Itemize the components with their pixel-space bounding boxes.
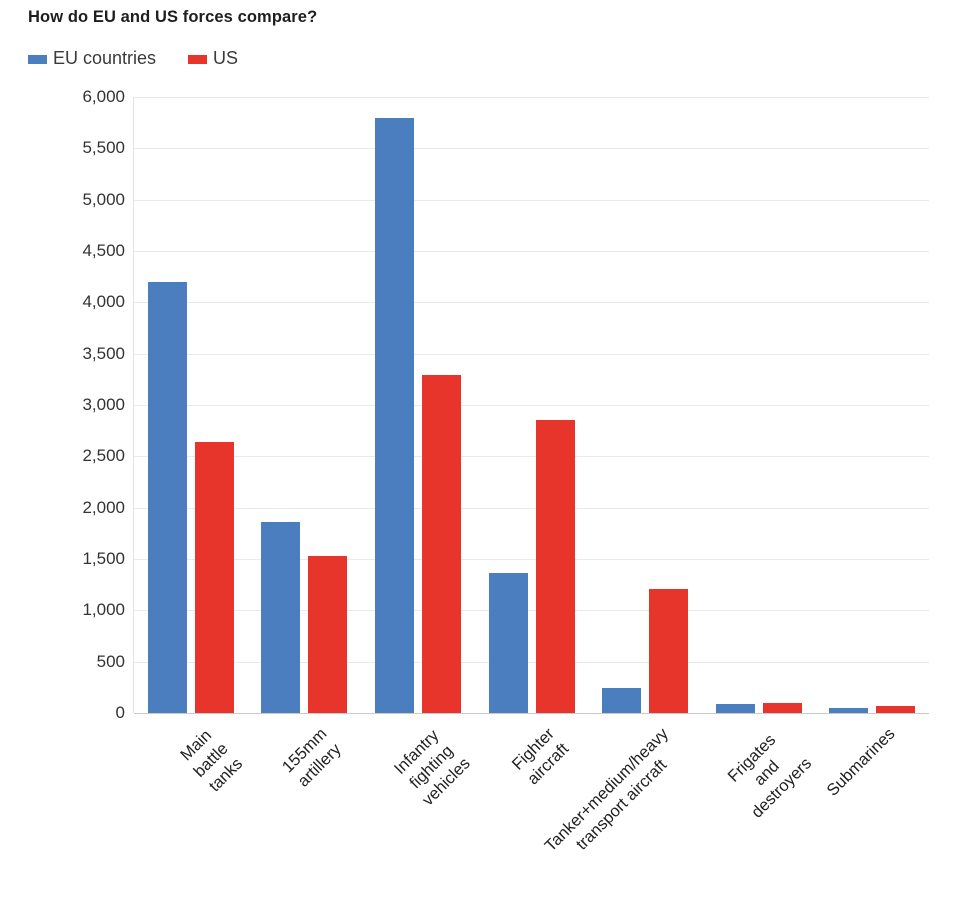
- y-tick-label: 2,000: [82, 497, 125, 517]
- chart-title: How do EU and US forces compare?: [28, 8, 318, 26]
- bar-eu-countries-submarines: [829, 708, 869, 713]
- legend: EU countries US: [28, 48, 238, 69]
- bar-eu-countries-main-battle-tanks: [147, 281, 187, 713]
- x-axis-label-frigates-and-destroyers: Frigates and destroyers: [723, 730, 815, 822]
- plot-area: [133, 97, 929, 714]
- y-tick-label: 5,000: [82, 189, 125, 209]
- legend-label: EU countries: [53, 48, 157, 68]
- bar-us-submarines: [876, 706, 916, 713]
- legend-label: US: [213, 48, 239, 68]
- bar-eu-countries-155mm-artillery: [261, 522, 301, 713]
- bar-eu-countries-fighter-aircraft: [488, 573, 528, 713]
- bar-us-fighter-aircraft: [535, 420, 575, 713]
- x-axis-label-infantry-fighting: Infantry fighting vehicles: [391, 726, 475, 810]
- bar-eu-countries-frigates-and-destroyers: [715, 703, 755, 713]
- y-tick-label: 4,500: [82, 241, 125, 260]
- gridline: [134, 610, 929, 612]
- bar-us-main-battle-tanks: [194, 442, 234, 713]
- y-tick-label: 3,500: [82, 343, 125, 363]
- legend-swatch-us: [188, 55, 208, 64]
- gridline: [134, 353, 929, 355]
- gridline: [134, 148, 929, 150]
- legend-item-us: US: [188, 48, 238, 69]
- bar-eu-countries-infantry-fighting: [374, 117, 414, 713]
- x-axis-label-submarines: Submarines: [823, 724, 899, 800]
- x-axis-label-main-battle-tanks: Main battle tanks: [177, 726, 247, 796]
- bar-us-155mm-artillery: [308, 555, 348, 713]
- y-tick-label: 0: [115, 703, 125, 722]
- gridline: [134, 456, 929, 458]
- x-axis-label-fighter-aircraft: Fighter aircraft: [508, 724, 573, 789]
- y-tick-label: 3,000: [82, 395, 125, 414]
- bar-us-frigates-and-destroyers: [762, 702, 802, 713]
- bar-us-infantry-fighting: [421, 375, 461, 713]
- gridline: [134, 302, 929, 304]
- gridline: [134, 507, 929, 509]
- gridline: [134, 559, 929, 560]
- legend-item-eu-countries: EU countries: [28, 48, 156, 69]
- y-tick-label: 4,000: [82, 292, 125, 312]
- bar-eu-countries-tanker-medium-heavy: [602, 688, 642, 713]
- gridline: [134, 251, 929, 252]
- bar-us-tanker-medium-heavy: [649, 588, 689, 713]
- gridline: [134, 405, 929, 406]
- legend-swatch-eu-countries: [28, 55, 47, 64]
- gridline: [134, 661, 929, 663]
- y-tick-label: 2,500: [82, 446, 125, 466]
- gridline: [134, 199, 929, 201]
- x-axis-label-155mm-artillery: 155mm artillery: [279, 724, 346, 791]
- y-tick-label: 1,500: [82, 549, 125, 568]
- baseline: [134, 713, 929, 714]
- y-tick-label: 6,000: [82, 87, 125, 106]
- y-tick-label: 5,500: [82, 138, 125, 158]
- y-tick-label: 500: [96, 651, 125, 671]
- gridline: [134, 97, 929, 98]
- y-tick-label: 1,000: [82, 600, 125, 620]
